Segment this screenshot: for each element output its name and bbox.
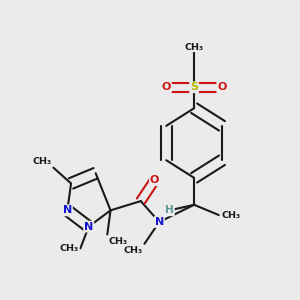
Text: CH₃: CH₃ (123, 246, 142, 255)
Text: H: H (165, 206, 174, 215)
Text: O: O (162, 82, 171, 92)
Text: S: S (190, 82, 198, 92)
Text: CH₃: CH₃ (60, 244, 79, 253)
Text: CH₃: CH₃ (184, 43, 204, 52)
Text: N: N (84, 222, 93, 232)
Text: CH₃: CH₃ (109, 237, 128, 246)
Text: N: N (63, 206, 72, 215)
Text: O: O (150, 175, 159, 185)
Text: CH₃: CH₃ (221, 211, 240, 220)
Text: O: O (217, 82, 227, 92)
Text: N: N (155, 217, 164, 227)
Text: CH₃: CH₃ (33, 157, 52, 166)
